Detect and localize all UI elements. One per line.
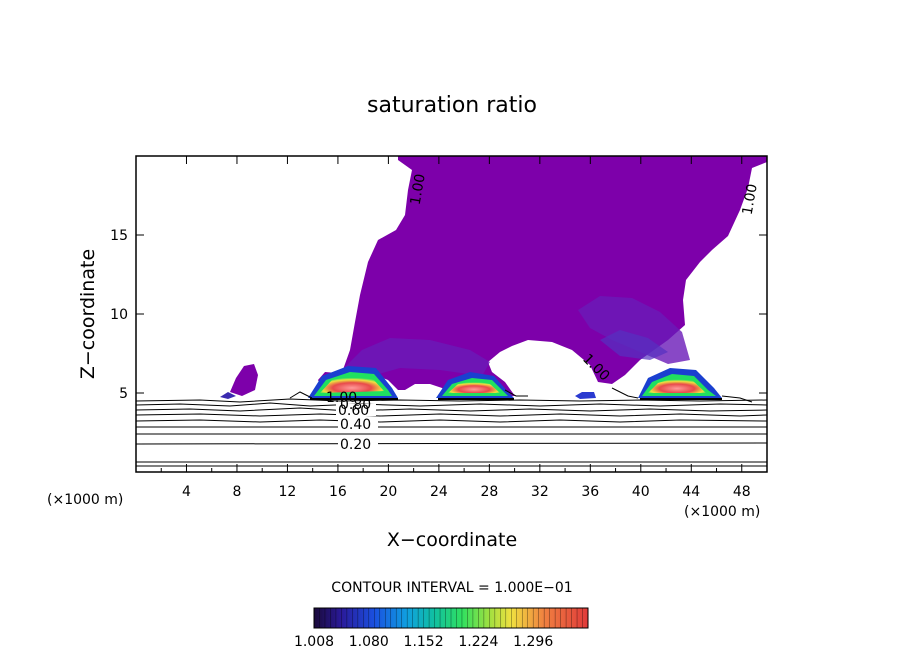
- contour-label-100-top-right: 1.00: [740, 183, 761, 216]
- x-tick-label: 24: [430, 484, 448, 500]
- x-tick-label: 4: [182, 484, 191, 500]
- x-axis-label: X−coordinate: [387, 529, 517, 551]
- core-1: [308, 366, 398, 400]
- patch-middle: [575, 392, 596, 399]
- x-tick-label: 32: [531, 484, 549, 500]
- y-tick-label: 10: [110, 307, 128, 323]
- y-tick-label: 5: [119, 386, 128, 402]
- x-unit-left: (×1000 m): [47, 492, 123, 508]
- contour-label-040: 0.40: [340, 417, 371, 433]
- x-tick-label: 16: [329, 484, 347, 500]
- contour-label-020: 0.20: [340, 437, 371, 453]
- contour-label-100-low: 1.00: [326, 390, 357, 406]
- x-tick-label: 44: [682, 484, 700, 500]
- contour-interval-label: CONTOUR INTERVAL = 1.000E−01: [331, 580, 572, 596]
- y-tick-label: 15: [110, 228, 128, 244]
- contour-label-080: 0.80: [340, 397, 371, 413]
- moist-shading-right: [578, 296, 690, 364]
- colorbar-tick-label: 1.296: [513, 634, 553, 650]
- contour-lines: [136, 387, 767, 467]
- y-axis-ticks: 5 10 15: [110, 228, 767, 402]
- x-tick-label: 48: [733, 484, 751, 500]
- x-unit-right: (×1000 m): [684, 504, 760, 520]
- colorbar-tick-label: 1.224: [458, 634, 498, 650]
- colorbar-tick-label: 1.152: [404, 634, 444, 650]
- plot-area: 0.20 0.40 0.60 0.80 1.00 1.00 1.00 1.00: [136, 156, 767, 472]
- x-axis-ticks: 4 8 12 16 20 24 28 32 36 40 44 48: [160, 156, 751, 500]
- colorbar-tick-label: 1.008: [294, 634, 334, 650]
- y-axis-label: Z−coordinate: [77, 249, 99, 379]
- x-tick-label: 8: [232, 484, 241, 500]
- x-tick-label: 20: [379, 484, 397, 500]
- x-tick-label: 36: [581, 484, 599, 500]
- chart-title: saturation ratio: [367, 93, 537, 118]
- x-tick-label: 40: [632, 484, 650, 500]
- x-tick-label: 12: [279, 484, 297, 500]
- contour-label-100-top-left: 1.00: [408, 173, 429, 206]
- patch-left: [230, 364, 258, 396]
- x-tick-label: 28: [480, 484, 498, 500]
- colorbar-divisions: [319, 608, 583, 628]
- moist-shading-left: [340, 338, 490, 378]
- colorbar-tick-label: 1.080: [349, 634, 389, 650]
- core-3: [638, 368, 722, 400]
- contour-label-060: 0.60: [338, 403, 369, 419]
- colorbar-tick-labels: 1.008 1.080 1.152 1.224 1.296: [294, 634, 553, 650]
- core-2: [436, 372, 514, 400]
